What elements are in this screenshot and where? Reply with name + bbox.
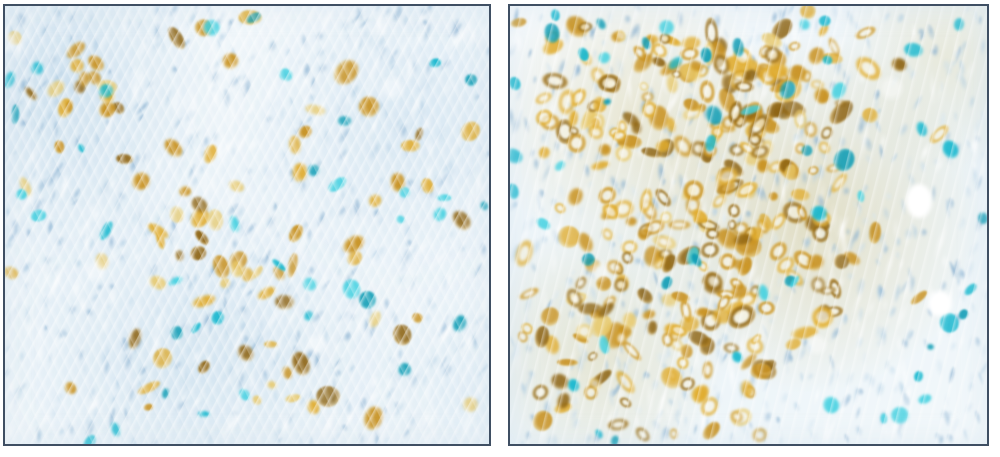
micrograph-panel-left[interactable] <box>3 4 491 446</box>
micrograph-panel-right[interactable] <box>508 4 989 446</box>
stroma-mottle-left <box>5 6 489 444</box>
fiber-texture-right <box>510 6 987 444</box>
panel-right-stage <box>510 6 987 444</box>
panel-left-stage <box>5 6 489 444</box>
fiber-texture-left-cross <box>5 6 489 444</box>
vessel-lumen-lower <box>927 291 952 316</box>
vessel-lumen-upper <box>906 184 932 218</box>
stroma-mottle-right <box>510 6 987 444</box>
fiber-texture-left <box>5 6 489 444</box>
